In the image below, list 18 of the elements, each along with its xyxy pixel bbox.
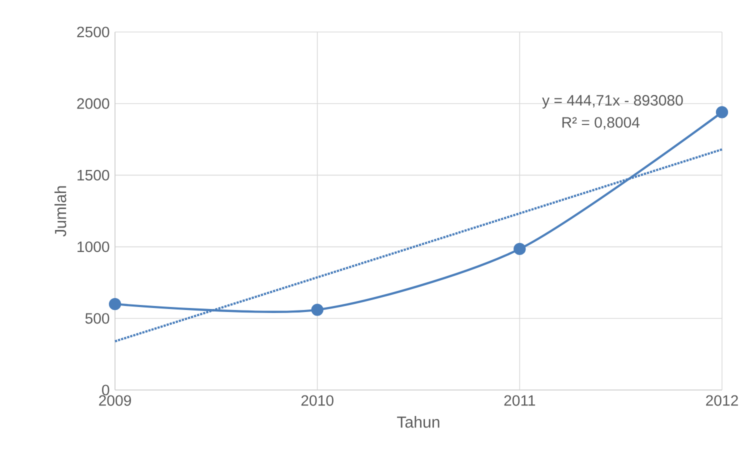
point — [311, 304, 324, 316]
x-tick-label: 2010 — [301, 395, 334, 406]
point — [108, 298, 122, 310]
point — [514, 242, 526, 256]
x-tick-label: 2012 — [706, 395, 738, 406]
y-tick-label: 500 — [85, 313, 110, 324]
y-axis-title: Jumlah — [54, 186, 66, 237]
point — [716, 106, 728, 118]
y-tick-label: 0 — [102, 384, 110, 396]
y-tick-label: 2000 — [77, 98, 110, 109]
annotation: R² = 0,8004 — [562, 117, 640, 130]
annotation: y = 444,71x - 893080 — [542, 95, 683, 109]
y-tick-label: 2500 — [77, 26, 110, 38]
y-tick-label: 1000 — [78, 241, 110, 252]
x-axis-title: Tahun — [397, 416, 440, 428]
y-tick-label: 1500 — [78, 170, 110, 181]
x-tick-label: 2011 — [504, 395, 536, 406]
x-tick-label: 2009 — [99, 395, 131, 406]
